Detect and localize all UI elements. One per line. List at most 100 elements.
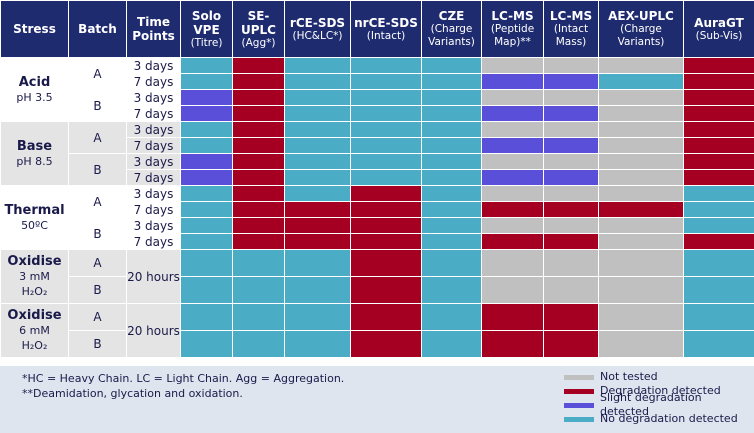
status-cell — [180, 330, 233, 358]
legend: Not tested Degradation detected Slight deg… — [564, 370, 754, 426]
status-cell — [481, 185, 544, 202]
status-cell — [683, 105, 754, 122]
status-cell — [543, 233, 599, 250]
status-cell — [284, 121, 351, 138]
status-cell — [180, 137, 233, 154]
table-row: 7 days — [1, 169, 754, 186]
status-cell — [232, 57, 285, 74]
stress-condition: H₂O₂ — [21, 285, 48, 298]
header-main: LC-MS — [491, 9, 534, 23]
status-cell — [284, 105, 351, 122]
legend-swatch — [564, 402, 594, 408]
stress-cell: Thermal 50ºC — [0, 185, 69, 250]
status-cell — [350, 89, 422, 106]
status-cell — [284, 330, 351, 358]
batch-cell: B — [68, 217, 127, 250]
header-sub: Variants) — [617, 36, 665, 48]
legend-label: No degradation detected — [600, 412, 738, 425]
status-cell — [180, 121, 233, 138]
status-cell — [421, 276, 482, 304]
status-cell — [350, 153, 422, 170]
status-cell — [598, 303, 684, 331]
column-header: SE- UPLC (Agg*) — [232, 0, 285, 58]
time-cell: 3 days — [126, 57, 181, 74]
header-main: AEX-UPLC — [608, 9, 674, 23]
batch-cell: B — [68, 89, 127, 122]
status-cell — [350, 169, 422, 186]
status-cell — [683, 276, 754, 304]
status-cell — [683, 233, 754, 250]
table-row: Oxidise 6 mM H₂O₂ A 20 hours — [0, 303, 754, 358]
header-main: CZE — [438, 9, 465, 23]
table-row: Oxidise 3 mM H₂O₂ A 20 hours — [0, 249, 754, 304]
status-cell — [284, 137, 351, 154]
status-cell — [543, 276, 599, 304]
header-main: rCE-SDS — [289, 15, 346, 30]
stress-cell: Oxidise 6 mM H₂O₂ — [0, 303, 69, 358]
status-cell — [284, 249, 351, 277]
status-cell — [232, 89, 285, 106]
status-cell — [598, 276, 684, 304]
status-cell — [421, 137, 482, 154]
status-cell — [421, 169, 482, 186]
column-header: nrCE-SDS (Intact) — [350, 0, 422, 58]
status-cell — [598, 233, 684, 250]
status-cell — [284, 57, 351, 74]
table-body: Acid pH 3.5 A 3 days 7 days B 3 days 7 days Base… — [0, 57, 754, 358]
header-sub: (Sub-Vis) — [695, 29, 743, 42]
status-cell — [481, 249, 544, 277]
stress-condition: H₂O₂ — [21, 339, 48, 352]
legend-swatch — [564, 374, 594, 380]
legend-item: Slight degradation detected — [564, 391, 754, 418]
table-row: B — [1, 276, 754, 304]
status-cell — [232, 185, 285, 202]
header-main: AuraGT — [694, 15, 744, 30]
footnote: **Deamidation, glycation and oxidation. — [22, 387, 243, 400]
legend-label: Not tested — [600, 370, 658, 383]
status-cell — [543, 303, 599, 331]
status-cell — [683, 153, 754, 170]
stress-condition: 6 mM — [19, 324, 50, 337]
stress-condition: 50ºC — [21, 218, 48, 232]
stress-cell: Oxidise 3 mM H₂O₂ — [0, 249, 69, 304]
legend-swatch — [564, 416, 594, 422]
status-cell — [481, 201, 544, 218]
column-header: Time Points — [126, 0, 181, 58]
status-cell — [350, 233, 422, 250]
status-cell — [232, 137, 285, 154]
status-cell — [481, 233, 544, 250]
status-cell — [350, 217, 422, 234]
status-cell — [598, 169, 684, 186]
header-main: SE- — [247, 8, 270, 23]
status-cell — [481, 276, 544, 304]
status-cell — [543, 73, 599, 90]
time-cell: 7 days — [126, 137, 181, 154]
table-row: Acid pH 3.5 A 3 days — [0, 57, 754, 122]
status-cell — [543, 89, 599, 106]
legend-swatch — [564, 388, 594, 394]
time-cell: 7 days — [126, 201, 181, 218]
header-sub: (Intact) — [366, 29, 406, 42]
stress-name: Base — [16, 138, 53, 154]
results-table: Stress Batch Time Points Solo VPE (Titre) SE- UP… — [0, 0, 754, 358]
status-cell — [543, 121, 599, 138]
status-cell — [481, 217, 544, 234]
status-cell — [421, 153, 482, 170]
time-cell: 3 days — [126, 153, 181, 170]
header-main: UPLC — [241, 22, 276, 37]
status-cell — [232, 249, 285, 277]
footnotes: *HC = Heavy Chain. LC = Light Chain. Agg… — [22, 371, 344, 401]
status-cell — [683, 217, 754, 234]
status-cell — [598, 73, 684, 90]
status-cell — [180, 249, 233, 277]
column-header: AuraGT (Sub-Vis) — [683, 0, 754, 58]
status-cell — [421, 233, 482, 250]
status-cell — [284, 303, 351, 331]
batch-cell: A — [68, 185, 127, 218]
stress-name: Acid — [18, 74, 51, 90]
status-cell — [421, 89, 482, 106]
status-cell — [421, 57, 482, 74]
time-cell: 3 days — [126, 185, 181, 202]
